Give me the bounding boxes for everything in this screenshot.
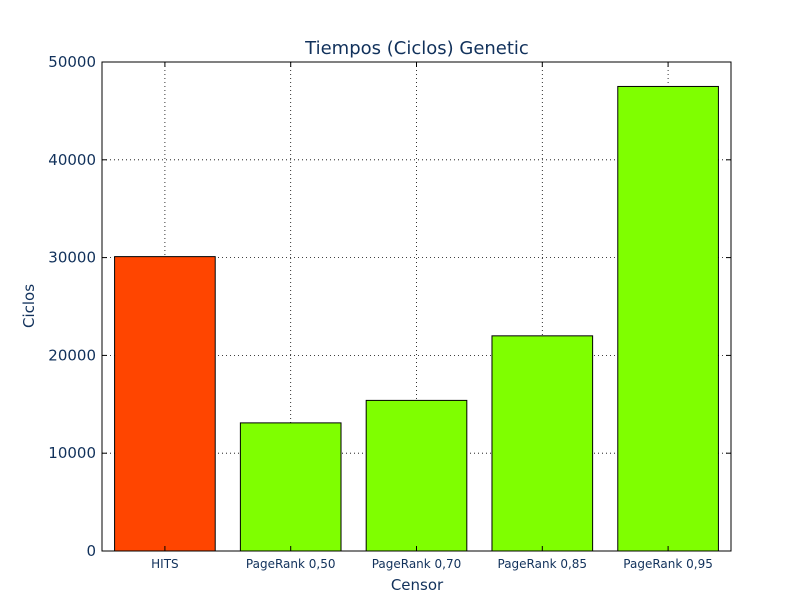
x-tick-label: PageRank 0,95	[623, 557, 713, 571]
y-tick-label: 40000	[48, 151, 96, 169]
bar-pagerank-0-50	[239, 422, 342, 552]
y-axis-ticks: 0 10000 20000 30000 40000 50000	[48, 53, 731, 560]
x-axis-label: Censor	[391, 576, 444, 594]
bars-group	[114, 85, 719, 552]
x-tick-label: HITS	[151, 557, 179, 571]
bar-pagerank-0-70	[365, 399, 468, 552]
y-tick-label: 0	[86, 542, 96, 560]
y-tick-label: 30000	[48, 249, 96, 267]
y-tick-label: 20000	[48, 346, 96, 364]
bar-hits	[114, 256, 216, 552]
x-axis-ticks: HITS PageRank 0,50 PageRank 0,70 PageRank 0…	[151, 62, 713, 571]
y-tick-label: 10000	[48, 444, 96, 462]
bar-pagerank-0-95	[617, 85, 719, 552]
chart-title: Tiempos (Ciclos) Genetic	[304, 38, 529, 59]
x-tick-label: PageRank 0,50	[246, 557, 336, 571]
y-tick-label: 50000	[48, 53, 96, 71]
x-tick-label: PageRank 0,70	[372, 557, 462, 571]
bar-pagerank-0-85	[491, 335, 594, 552]
x-tick-label: PageRank 0,85	[498, 557, 588, 571]
y-axis-label: Ciclos	[20, 284, 38, 328]
